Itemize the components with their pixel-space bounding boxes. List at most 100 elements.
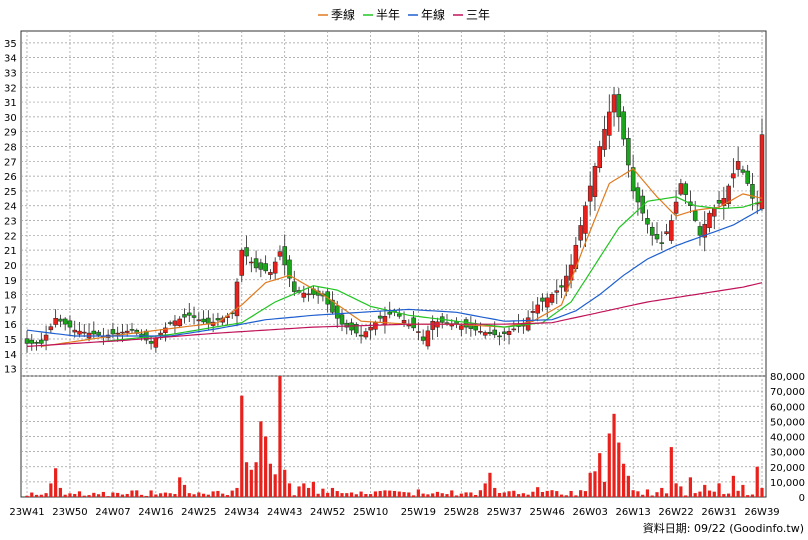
candle-body (554, 290, 560, 293)
candle-body (334, 305, 340, 319)
volume-bar (283, 469, 287, 497)
volume-bar (206, 494, 210, 497)
volume-bar (607, 433, 611, 497)
candle-body (587, 185, 593, 202)
candle-body (306, 293, 311, 296)
candle-body (745, 170, 750, 184)
volume-bar (493, 487, 497, 497)
candle-body (368, 326, 373, 331)
volume-bar (459, 493, 463, 497)
legend-item-halfyear: 半年 (363, 8, 400, 22)
volume-bar (507, 491, 511, 497)
candle-body (511, 328, 517, 331)
volume-bar (101, 491, 105, 497)
x-tick-label: 23W41 (9, 507, 44, 518)
volume-bar (345, 493, 349, 497)
volume-bar (502, 492, 506, 497)
volume-bar (679, 486, 683, 497)
volume-bar (555, 491, 559, 497)
price-tick-label: 18 (4, 291, 17, 302)
volume-bar (483, 483, 487, 497)
volume-y-axis: 0 10,000 20,000 30,000 40,000 50,000 60,000 70,… (770, 372, 805, 504)
volume-bar (302, 483, 306, 497)
volume-bar (746, 495, 750, 497)
volume-bar (684, 495, 688, 497)
legend-item-3year: 三年 (453, 8, 490, 22)
candle-body (277, 251, 283, 257)
volume-bar (440, 493, 444, 497)
candle-body (177, 318, 182, 327)
price-tick-label: 13 (4, 365, 17, 376)
x-tick-label: 24W43 (267, 507, 302, 518)
volume-bar (621, 463, 626, 497)
volume-bar (63, 494, 67, 497)
candle-body (287, 259, 292, 279)
x-tick-label: 25W19 (401, 507, 436, 518)
candle-body (731, 173, 736, 179)
price-y-axis: 13 14 15 16 17 18 19 20 21 22 23 24 25 26 27 28 29 30 31 32… (4, 39, 17, 376)
legend-item-season: 季線 (318, 7, 355, 22)
volume-bar (383, 490, 387, 497)
volume-bar (545, 490, 549, 497)
volume-bar (650, 495, 654, 497)
candle-body (411, 317, 416, 329)
volume-bar (641, 494, 645, 497)
candle-body (630, 167, 636, 192)
candle-body (215, 318, 221, 321)
volume-bar (120, 494, 125, 497)
volume-bar (416, 489, 420, 497)
candle-body (726, 185, 731, 205)
candle-body (263, 263, 268, 272)
x-tick-label: 24W16 (138, 507, 173, 518)
volume-bar (426, 494, 430, 497)
volume-bar (249, 469, 253, 497)
volume-bar (34, 494, 39, 497)
candle-body (430, 320, 435, 330)
volume-bar (674, 483, 678, 497)
volume-bar (717, 483, 721, 497)
price-tick-label: 34 (4, 54, 17, 65)
candle-body (607, 111, 612, 136)
candle-body (487, 331, 493, 334)
candle-body (282, 246, 287, 266)
volume-tick-label: 50,000 (770, 417, 805, 428)
volume-bar (579, 490, 583, 497)
volume-bar (564, 495, 568, 497)
volume-bar (49, 483, 53, 497)
volume-bar (349, 492, 354, 497)
volume-bar (82, 495, 86, 497)
volume-bar (197, 492, 201, 497)
volume-tick-label: 10,000 (770, 478, 805, 489)
volume-bar (73, 493, 77, 497)
volume-bar (125, 493, 129, 497)
candle-body (268, 272, 273, 275)
volume-bar (96, 494, 101, 497)
candle-body (716, 200, 722, 204)
volume-bar (645, 489, 650, 497)
volume-bar (488, 472, 492, 497)
volume-bar (731, 475, 735, 497)
volume-bar (311, 481, 315, 497)
volume-bar (598, 453, 602, 497)
volume-bar (163, 492, 168, 497)
price-tick-label: 32 (4, 83, 17, 94)
candle-body (153, 337, 159, 348)
candle-body (182, 314, 187, 318)
candle-body (167, 322, 173, 324)
volume-bar (111, 492, 115, 497)
volume-bar (87, 495, 91, 497)
price-tick-label: 21 (4, 246, 17, 257)
volume-bar (750, 494, 755, 497)
volume-bar (559, 494, 564, 497)
candle-body (425, 330, 431, 347)
data-date-footer: 資料日期: 09/22 (Goodinfo.tw) (643, 521, 804, 535)
price-tick-label: 14 (4, 350, 17, 361)
legend-label-season: 季線 (331, 7, 355, 22)
candle-body (678, 183, 684, 195)
candle-body (387, 311, 392, 315)
candle-body (549, 294, 555, 303)
candle-body (382, 316, 388, 326)
volume-bar (388, 490, 392, 497)
candle-body (611, 94, 617, 113)
volume-bar (173, 494, 177, 497)
